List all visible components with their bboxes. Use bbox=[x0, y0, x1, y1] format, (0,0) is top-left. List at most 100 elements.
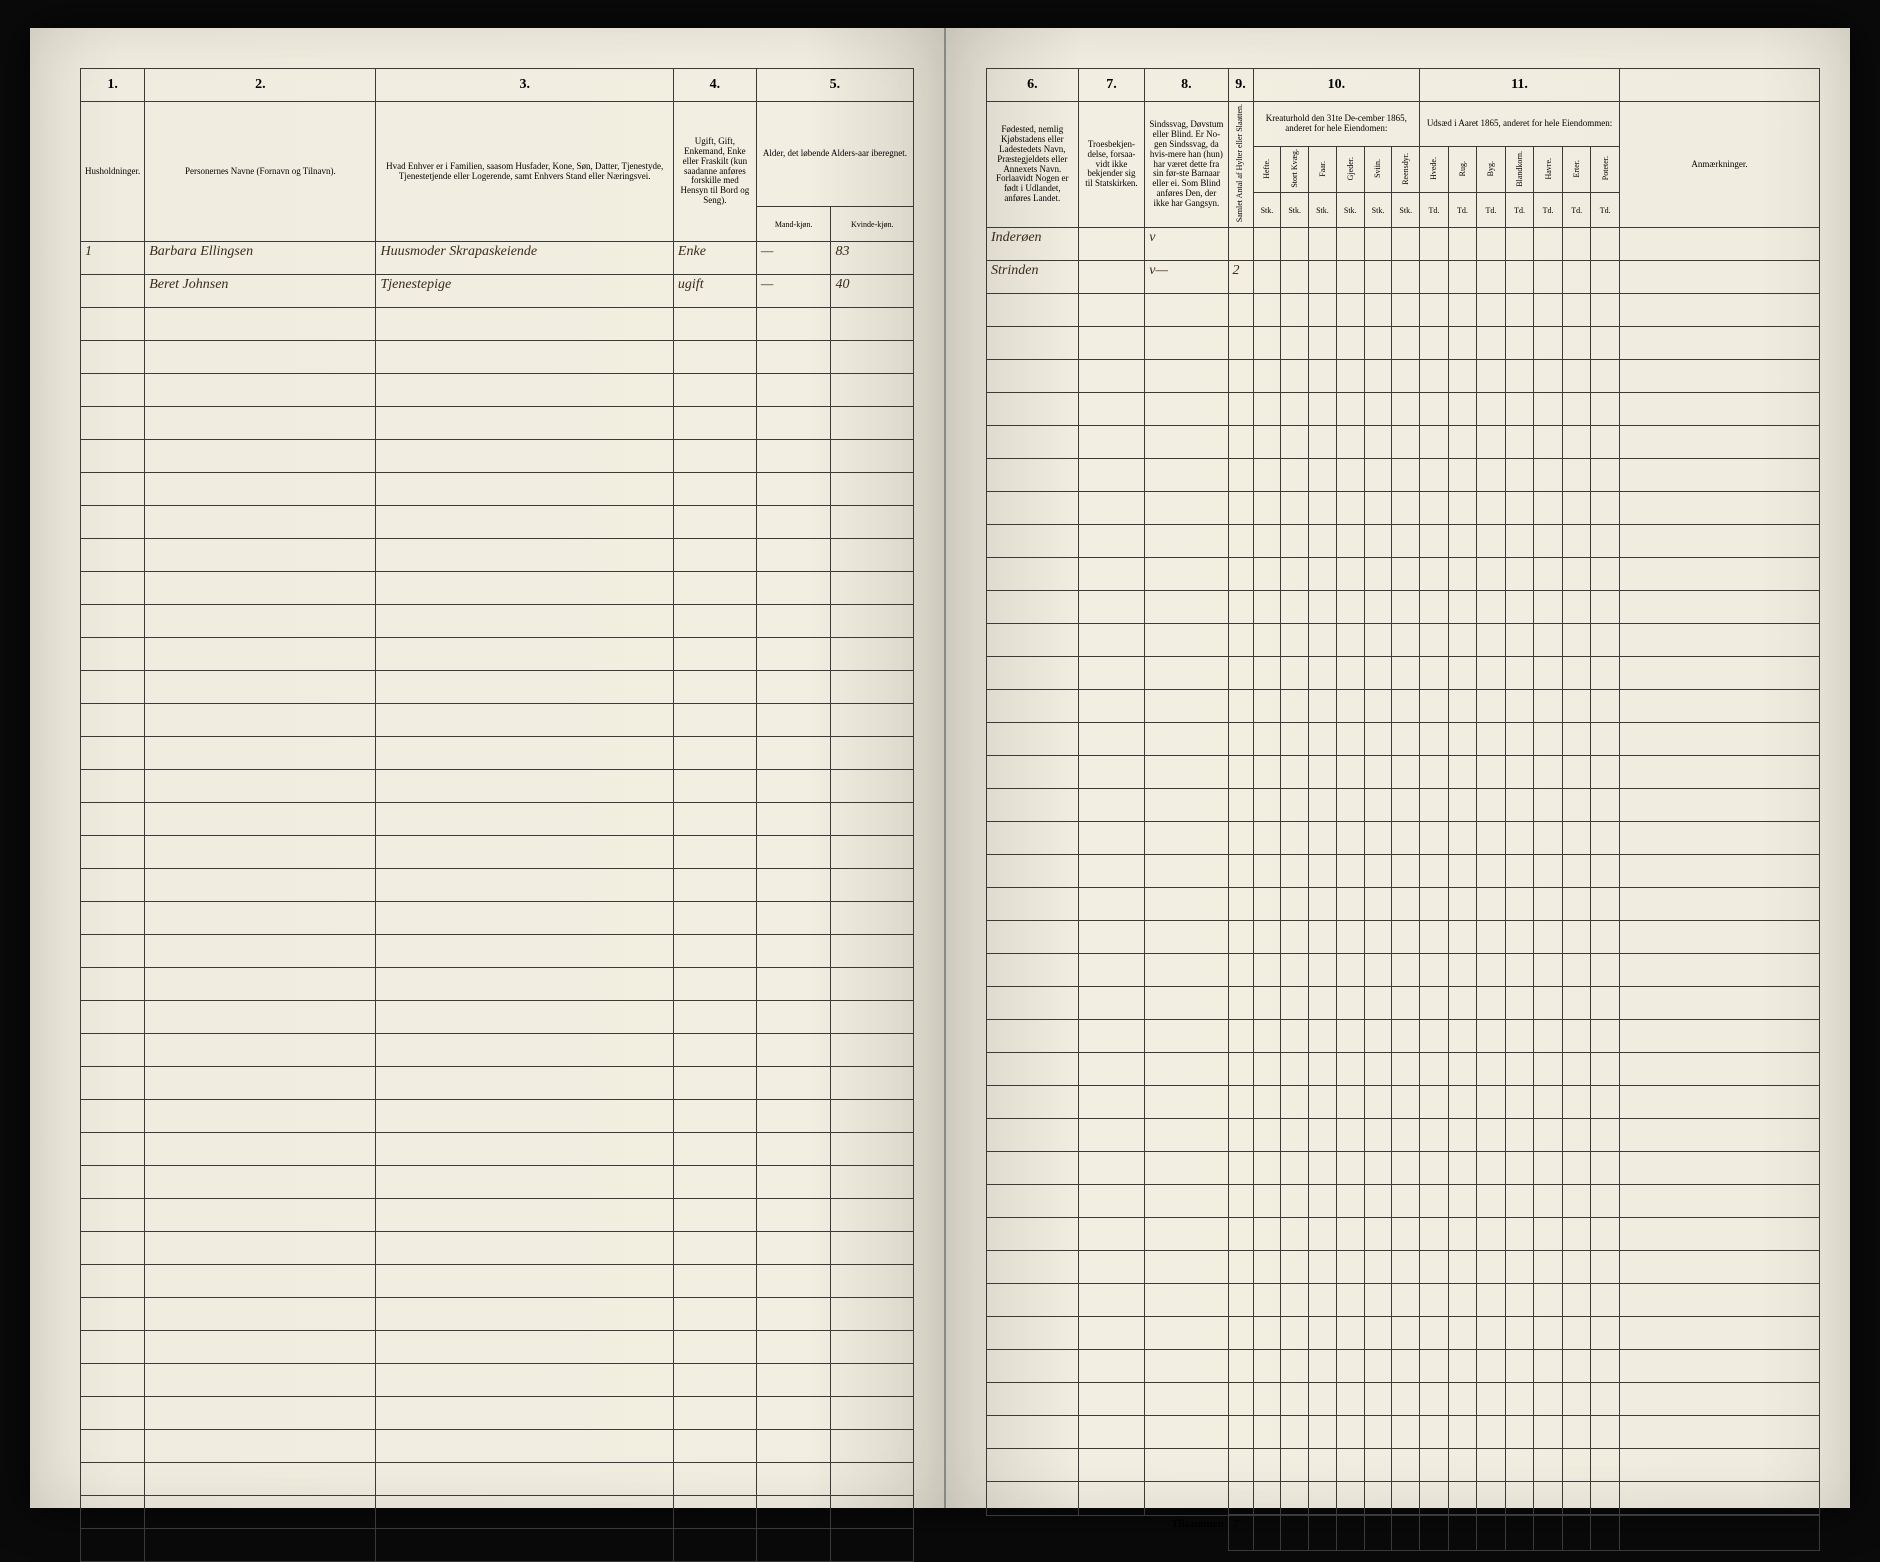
table-row bbox=[81, 1166, 914, 1199]
header-7: Troesbekjen-delse, forsaa-vidt ikke bekj… bbox=[1078, 102, 1145, 228]
cell-birthplace: Strinden bbox=[987, 261, 1079, 294]
cell-position: Huusmoder Skrapaskeiende bbox=[376, 242, 673, 275]
unit-stk: Stk. bbox=[1281, 192, 1309, 227]
table-row bbox=[81, 1100, 914, 1133]
table-row bbox=[987, 624, 1820, 657]
table-row bbox=[987, 591, 1820, 624]
table-row bbox=[987, 789, 1820, 822]
header-2: Personernes Navne (Fornavn og Tilnavn). bbox=[145, 102, 376, 242]
table-row: Beret Johnsen Tjenestepige ugift — 40 bbox=[81, 275, 914, 308]
table-row bbox=[987, 327, 1820, 360]
unit-stk: Stk. bbox=[1309, 192, 1337, 227]
table-row bbox=[81, 605, 914, 638]
table-row bbox=[81, 803, 914, 836]
table-row bbox=[987, 1185, 1820, 1218]
table-row bbox=[987, 426, 1820, 459]
cell-notes bbox=[1619, 228, 1819, 261]
header-5: Alder, det løbende Alders-aar iberegnet. bbox=[756, 102, 913, 207]
table-row bbox=[987, 1482, 1820, 1516]
table-row bbox=[81, 1496, 914, 1529]
table-row bbox=[81, 902, 914, 935]
table-row bbox=[987, 1020, 1820, 1053]
cell-position: Tjenestepige bbox=[376, 275, 673, 308]
table-row bbox=[81, 770, 914, 803]
table-row bbox=[81, 869, 914, 902]
cell-status: ugift bbox=[673, 275, 756, 308]
table-row bbox=[987, 558, 1820, 591]
table-row bbox=[987, 393, 1820, 426]
col-2-num: 2. bbox=[145, 69, 376, 102]
right-page: 6. 7. 8. 9. 10. 11. Fødested, nemlig Kjø… bbox=[946, 28, 1850, 1508]
table-row bbox=[81, 308, 914, 341]
table-row bbox=[81, 572, 914, 605]
header-9: Samlet Antal af Hylter eller Slaatten. bbox=[1228, 102, 1253, 228]
table-row bbox=[987, 1317, 1820, 1350]
table-row bbox=[987, 954, 1820, 987]
table-row bbox=[81, 1001, 914, 1034]
table-row bbox=[987, 1152, 1820, 1185]
cell-num bbox=[81, 275, 145, 308]
table-row bbox=[81, 968, 914, 1001]
h11-sub: Blandkorn. bbox=[1505, 147, 1534, 193]
unit-td: Td. bbox=[1448, 192, 1477, 227]
header-4: Ugift, Gift, Enkemand, Enke eller Fraski… bbox=[673, 102, 756, 242]
cell-c9: 2 bbox=[1228, 261, 1253, 294]
cell-condition: v— bbox=[1145, 261, 1228, 294]
unit-stk: Stk. bbox=[1336, 192, 1364, 227]
header-11: Udsæd i Aaret 1865, anderet for hele Eie… bbox=[1420, 102, 1620, 147]
cell-name: Beret Johnsen bbox=[145, 275, 376, 308]
h11-sub: Byg. bbox=[1477, 147, 1506, 193]
table-row bbox=[987, 756, 1820, 789]
unit-td: Td. bbox=[1591, 192, 1620, 227]
cell-male: — bbox=[756, 242, 831, 275]
h10-sub: Gjeder. bbox=[1336, 147, 1364, 193]
table-row bbox=[81, 1034, 914, 1067]
tilsammen-row: Tilsammen2 bbox=[987, 1515, 1820, 1551]
table-row bbox=[81, 836, 914, 869]
left-tbody: 1 Barbara Ellingsen Huusmoder Skrapaskei… bbox=[81, 242, 914, 1562]
h11-sub: Erter. bbox=[1562, 147, 1591, 193]
table-row bbox=[987, 690, 1820, 723]
cell-status: Enke bbox=[673, 242, 756, 275]
cell-female: 40 bbox=[831, 275, 914, 308]
table-row bbox=[81, 1331, 914, 1364]
table-row bbox=[987, 855, 1820, 888]
col-8-num: 8. bbox=[1145, 69, 1228, 102]
table-row bbox=[81, 1298, 914, 1331]
left-page: 1. 2. 3. 4. 5. Husholdninger. Personerne… bbox=[30, 28, 946, 1508]
table-row bbox=[987, 1284, 1820, 1317]
table-row bbox=[81, 737, 914, 770]
header-3: Hvad Enhver er i Familien, saasom Husfad… bbox=[376, 102, 673, 242]
unit-td: Td. bbox=[1534, 192, 1563, 227]
h11-sub: Havre. bbox=[1534, 147, 1563, 193]
header-10: Kreaturhold den 31te De-cember 1865, and… bbox=[1253, 102, 1420, 147]
table-row bbox=[81, 1397, 914, 1430]
table-row bbox=[987, 657, 1820, 690]
table-row bbox=[81, 638, 914, 671]
col-5-num: 5. bbox=[756, 69, 913, 102]
unit-td: Td. bbox=[1420, 192, 1449, 227]
cell-male: — bbox=[756, 275, 831, 308]
cell-condition: v bbox=[1145, 228, 1228, 261]
unit-td: Td. bbox=[1505, 192, 1534, 227]
col-notes-num bbox=[1619, 69, 1819, 102]
col-1-num: 1. bbox=[81, 69, 145, 102]
table-row bbox=[987, 1416, 1820, 1449]
h11-sub: Poteter. bbox=[1591, 147, 1620, 193]
h11-sub: Rug. bbox=[1448, 147, 1477, 193]
h11-sub: Hvede. bbox=[1420, 147, 1449, 193]
table-row bbox=[81, 1364, 914, 1397]
unit-stk: Stk. bbox=[1392, 192, 1420, 227]
table-row bbox=[81, 1199, 914, 1232]
tilsammen-label: Tilsammen bbox=[1145, 1515, 1228, 1551]
unit-td: Td. bbox=[1477, 192, 1506, 227]
tilsammen-value: 2 bbox=[1228, 1515, 1253, 1551]
table-row bbox=[987, 360, 1820, 393]
col-9-num: 9. bbox=[1228, 69, 1253, 102]
table-row bbox=[987, 459, 1820, 492]
unit-stk: Stk. bbox=[1364, 192, 1392, 227]
table-row bbox=[81, 539, 914, 572]
table-row bbox=[987, 723, 1820, 756]
cell-faith bbox=[1078, 228, 1145, 261]
table-row bbox=[81, 704, 914, 737]
